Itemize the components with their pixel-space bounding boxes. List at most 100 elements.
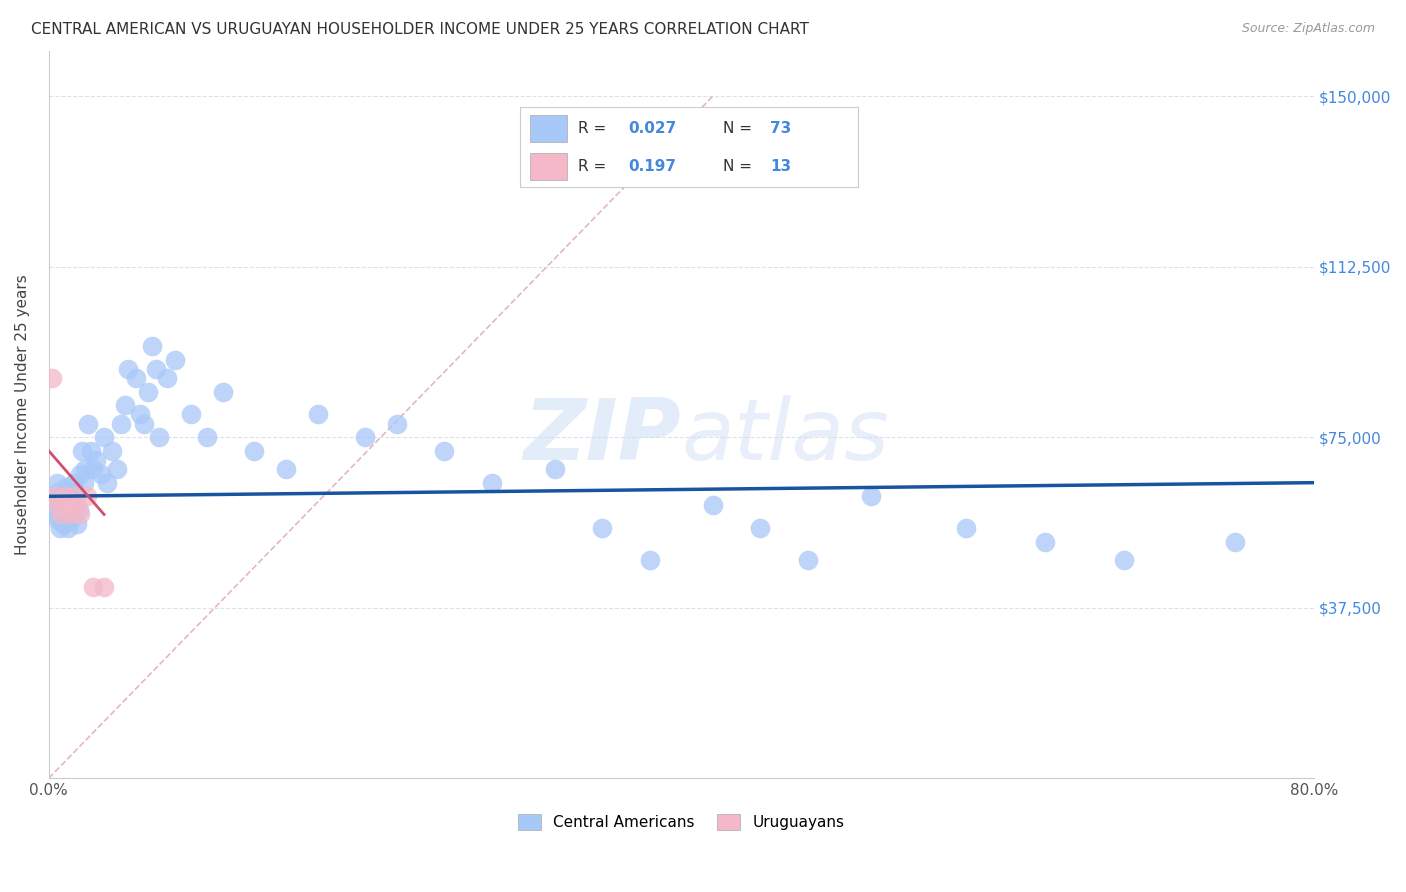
Point — [56, 521, 79, 535]
Point — [125, 371, 148, 385]
Text: ZIP: ZIP — [523, 395, 682, 478]
Point — [56, 493, 79, 508]
Point — [84, 453, 107, 467]
Point — [53, 508, 76, 522]
Point — [90, 467, 112, 481]
Point — [66, 499, 89, 513]
Text: R =: R = — [578, 159, 606, 174]
Point — [55, 480, 77, 494]
Point — [62, 493, 84, 508]
Point — [1223, 534, 1246, 549]
Y-axis label: Householder Income Under 25 years: Householder Income Under 25 years — [15, 274, 30, 555]
Text: 0.027: 0.027 — [628, 121, 676, 136]
Point — [56, 499, 79, 513]
Point — [49, 499, 72, 513]
Point — [76, 489, 98, 503]
Point — [114, 398, 136, 412]
Point — [75, 462, 97, 476]
Point — [797, 553, 820, 567]
Point — [82, 462, 104, 476]
Point — [45, 475, 67, 490]
Point — [702, 499, 724, 513]
Point — [45, 512, 67, 526]
Point — [354, 430, 377, 444]
Point — [180, 408, 202, 422]
Point — [93, 580, 115, 594]
Point — [58, 503, 80, 517]
Point — [132, 417, 155, 431]
Point — [274, 462, 297, 476]
Point — [129, 408, 152, 422]
Point — [859, 489, 882, 503]
Point — [46, 499, 69, 513]
Point — [1112, 553, 1135, 567]
Point — [955, 521, 977, 535]
Point — [65, 489, 87, 503]
Text: 13: 13 — [770, 159, 792, 174]
Point — [544, 462, 567, 476]
Point — [307, 408, 329, 422]
Point — [481, 475, 503, 490]
Point — [59, 508, 82, 522]
Point — [93, 430, 115, 444]
Point — [46, 484, 69, 499]
Text: CENTRAL AMERICAN VS URUGUAYAN HOUSEHOLDER INCOME UNDER 25 YEARS CORRELATION CHAR: CENTRAL AMERICAN VS URUGUAYAN HOUSEHOLDE… — [31, 22, 808, 37]
Point — [141, 339, 163, 353]
Point — [51, 508, 73, 522]
Point — [52, 516, 75, 531]
Point — [77, 417, 100, 431]
Point — [80, 443, 103, 458]
Text: 73: 73 — [770, 121, 792, 136]
Point — [53, 499, 76, 513]
Point — [62, 508, 84, 522]
Point — [105, 462, 128, 476]
Point — [41, 371, 63, 385]
Text: Source: ZipAtlas.com: Source: ZipAtlas.com — [1241, 22, 1375, 36]
Point — [70, 443, 93, 458]
Text: atlas: atlas — [682, 395, 889, 478]
Text: R =: R = — [578, 121, 606, 136]
Point — [145, 362, 167, 376]
Point — [117, 362, 139, 376]
Point — [58, 484, 80, 499]
Point — [638, 553, 661, 567]
Point — [82, 580, 104, 594]
Point — [211, 384, 233, 399]
Point — [63, 475, 86, 490]
Point — [110, 417, 132, 431]
Point — [195, 430, 218, 444]
Point — [44, 499, 66, 513]
Legend: Central Americans, Uruguayans: Central Americans, Uruguayans — [512, 808, 851, 836]
Point — [44, 489, 66, 503]
Point — [69, 508, 91, 522]
Point — [1033, 534, 1056, 549]
Point — [148, 430, 170, 444]
Point — [591, 521, 613, 535]
Point — [55, 512, 77, 526]
Point — [433, 443, 456, 458]
Point — [63, 489, 86, 503]
Point — [101, 443, 124, 458]
Point — [243, 443, 266, 458]
Text: N =: N = — [723, 121, 752, 136]
Point — [72, 475, 94, 490]
Point — [42, 508, 65, 522]
Point — [67, 503, 90, 517]
Bar — [530, 115, 568, 143]
Point — [49, 521, 72, 535]
Text: 0.197: 0.197 — [628, 159, 676, 174]
Point — [385, 417, 408, 431]
Point — [69, 467, 91, 481]
Point — [51, 489, 73, 503]
Text: N =: N = — [723, 159, 752, 174]
Point — [53, 489, 76, 503]
Point — [156, 371, 179, 385]
Point — [52, 503, 75, 517]
Point — [63, 499, 86, 513]
Point — [66, 516, 89, 531]
Point — [749, 521, 772, 535]
Point — [138, 384, 160, 399]
Point — [41, 489, 63, 503]
Bar — [530, 153, 568, 180]
Point — [96, 475, 118, 490]
